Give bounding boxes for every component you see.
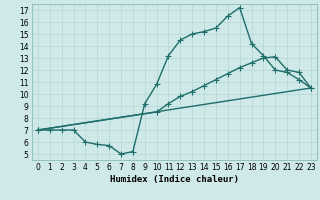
X-axis label: Humidex (Indice chaleur): Humidex (Indice chaleur): [110, 175, 239, 184]
